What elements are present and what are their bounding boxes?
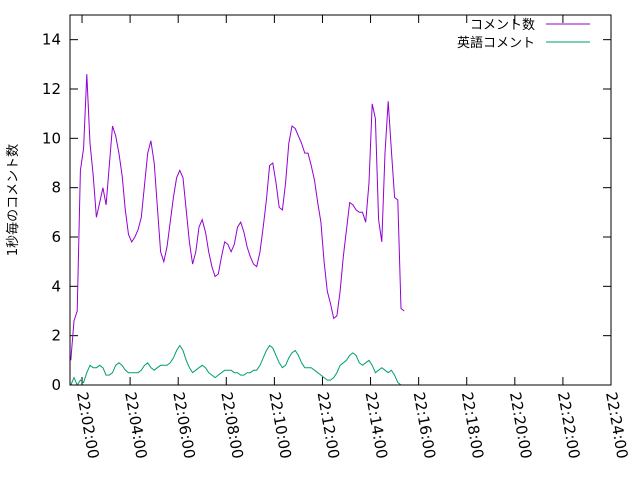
plot-frame (69, 14, 612, 386)
legend-label-1: コメント数 (470, 18, 535, 33)
y-tick-label: 6 (51, 228, 61, 246)
y-tick-label: 10 (42, 129, 61, 147)
legend-label-2: 英語コメント (457, 35, 535, 51)
y-tick-label: 0 (51, 376, 61, 394)
tick-marks (70, 15, 612, 386)
y-tick-labels: 0 2 4 6 8 10 12 14 (42, 31, 61, 394)
y-tick-label: 12 (42, 80, 61, 98)
series-lines (70, 74, 405, 387)
y-tick-label: 14 (42, 31, 61, 49)
y-tick-label: 8 (51, 179, 61, 197)
y-tick-label: 4 (51, 277, 61, 295)
series-line-1 (70, 74, 405, 361)
series-line-2 (70, 344, 402, 387)
y-axis-label: 1秒毎のコメント数 (5, 144, 21, 256)
y-tick-label: 2 (51, 327, 61, 345)
